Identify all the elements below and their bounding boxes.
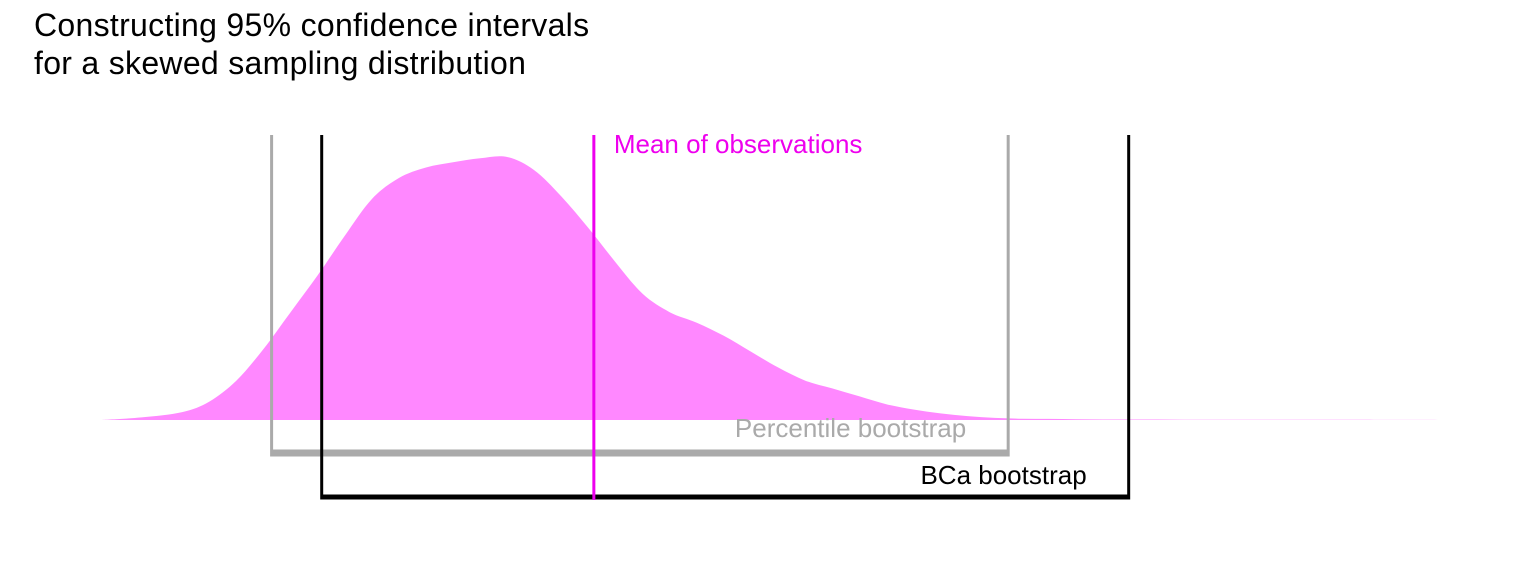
chart-title-line-1: Constructing 95% confidence intervals	[34, 7, 590, 43]
mean-label: Mean of observations	[614, 129, 863, 159]
chart-title: Constructing 95% confidence intervals fo…	[34, 6, 589, 82]
chart-title-line-2: for a skewed sampling distribution	[34, 45, 527, 81]
bca-bootstrap-label: BCa bootstrap	[920, 460, 1086, 490]
density-area	[101, 156, 1455, 421]
percentile-bootstrap-label: Percentile bootstrap	[735, 413, 966, 443]
